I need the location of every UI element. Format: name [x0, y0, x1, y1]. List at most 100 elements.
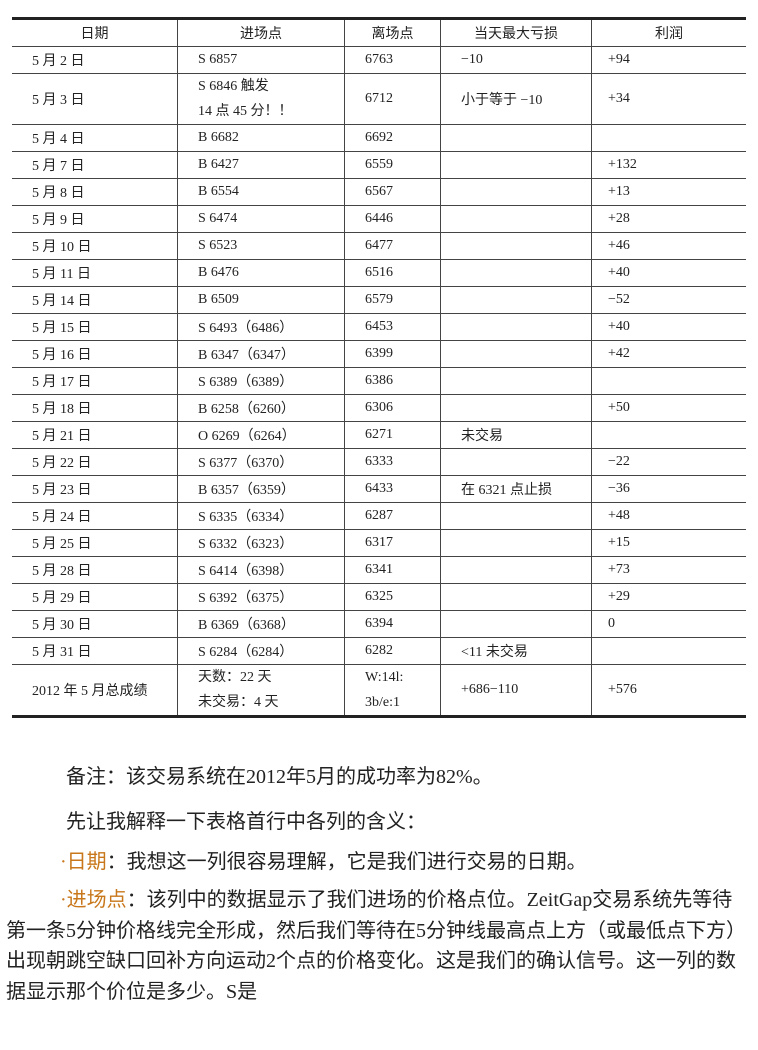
table-cell: 6477: [344, 232, 441, 260]
table-cell: S 6392（6375）: [177, 583, 345, 611]
table-cell: [591, 637, 746, 665]
cell-line: 天数：22 天: [198, 670, 272, 685]
table-cell: +576: [591, 664, 746, 717]
table-cell: B 6554: [177, 178, 345, 206]
table-cell: 6453: [344, 313, 441, 341]
note-paragraph: 备注：该交易系统在2012年5月的成功率为82%。: [66, 766, 493, 788]
table-cell: 6579: [344, 286, 441, 314]
date-paragraph: ·日期：我想这一列很容易理解，它是我们进行交易的日期。: [60, 845, 758, 874]
table-cell: [440, 286, 592, 314]
table-cell: [440, 340, 592, 368]
table-cell: [440, 151, 592, 179]
table-cell: −52: [591, 286, 746, 314]
cell-line: S 6846 触发: [198, 79, 269, 94]
table-cell: 5 月 16 日: [12, 340, 178, 368]
table-cell: 5 月 10 日: [12, 232, 178, 260]
table-cell: S 6389（6389）: [177, 367, 345, 395]
table-cell: +50: [591, 394, 746, 422]
table-cell: B 6509: [177, 286, 345, 314]
table-cell: 6399: [344, 340, 441, 368]
table-cell: S 6846 触发 14 点 45 分！！: [177, 73, 345, 125]
table-cell: 6287: [344, 502, 441, 530]
table-cell: 6559: [344, 151, 441, 179]
table-cell: [591, 367, 746, 395]
cell-line: 3b/e:1: [365, 695, 400, 710]
table-cell: −22: [591, 448, 746, 476]
column-header: 日期: [12, 18, 178, 47]
table-cell: 6712: [344, 73, 441, 125]
cell-line: 未交易：4 天: [198, 695, 279, 710]
table-cell: B 6357（6359）: [177, 475, 345, 503]
table-cell: B 6369（6368）: [177, 610, 345, 638]
date-term: ·日期: [60, 851, 107, 873]
table-cell: 6306: [344, 394, 441, 422]
table-cell: 5 月 24 日: [12, 502, 178, 530]
table-cell: S 6332（6323）: [177, 529, 345, 557]
date-description: ：我想这一列很容易理解，它是我们进行交易的日期。: [106, 851, 587, 873]
table-cell: 5 月 8 日: [12, 178, 178, 206]
table-cell: 5 月 23 日: [12, 475, 178, 503]
table-cell: 6317: [344, 529, 441, 557]
table-cell: 6341: [344, 556, 441, 584]
table-cell: +34: [591, 73, 746, 125]
table-row: 2012 年 5 月总成绩 天数：22 天未交易：4 天 W:14l: 3b/e:1 +…: [12, 664, 746, 717]
table-cell: [440, 259, 592, 287]
table-cell: [440, 205, 592, 233]
entry-paragraph: ·进场点：该列中的数据显示了我们进场的价格点位。ZeitGap交易系统先等待第一…: [6, 885, 751, 1007]
table-cell: [440, 313, 592, 341]
table-cell: [591, 421, 746, 449]
table-cell: S 6377（6370）: [177, 448, 345, 476]
table-cell: +29: [591, 583, 746, 611]
table-cell: +132: [591, 151, 746, 179]
table-cell: B 6347（6347）: [177, 340, 345, 368]
table-cell: +48: [591, 502, 746, 530]
column-header: 当天最大亏损: [440, 18, 592, 47]
table-cell: 5 月 7 日: [12, 151, 178, 179]
table-cell: [440, 232, 592, 260]
table-cell: [440, 529, 592, 557]
table-cell: B 6682: [177, 124, 345, 152]
table-cell: 5 月 14 日: [12, 286, 178, 314]
column-header: 进场点: [177, 18, 345, 47]
table-cell: 5 月 25 日: [12, 529, 178, 557]
table-cell: 5 月 30 日: [12, 610, 178, 638]
table-cell: 6692: [344, 124, 441, 152]
table-cell: [440, 502, 592, 530]
table-cell: [440, 394, 592, 422]
table-cell: [440, 610, 592, 638]
table-cell: 5 月 4 日: [12, 124, 178, 152]
table-cell: [591, 124, 746, 152]
table-cell: 6394: [344, 610, 441, 638]
table-cell: 天数：22 天未交易：4 天: [177, 664, 345, 717]
table-cell: +42: [591, 340, 746, 368]
table-cell: −36: [591, 475, 746, 503]
table-cell: 6446: [344, 205, 441, 233]
table-cell: [440, 124, 592, 152]
table-cell: 5 月 29 日: [12, 583, 178, 611]
table-cell: 小于等于 −10: [440, 73, 592, 125]
table-cell: +46: [591, 232, 746, 260]
table-cell: S 6523: [177, 232, 345, 260]
column-header: 离场点: [344, 18, 441, 47]
table-cell: [440, 583, 592, 611]
table-cell: 5 月 22 日: [12, 448, 178, 476]
table-cell: 6333: [344, 448, 441, 476]
table-cell: 5 月 18 日: [12, 394, 178, 422]
table-cell: B 6427: [177, 151, 345, 179]
table-cell: [440, 556, 592, 584]
